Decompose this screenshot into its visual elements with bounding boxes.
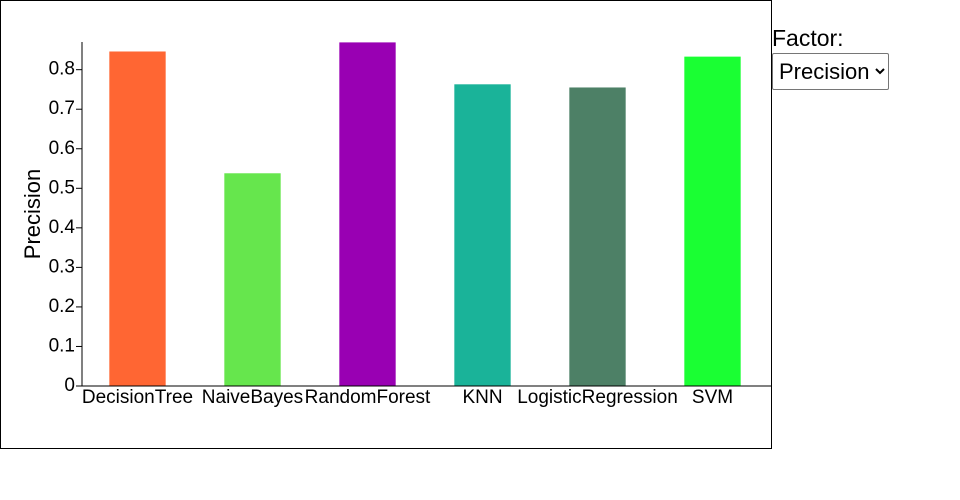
x-tick-label: NaiveBayes: [202, 387, 303, 408]
y-tick-label: 0.2: [49, 296, 75, 317]
x-tick-label: LogisticRegression: [517, 387, 678, 408]
y-tick-label: 0.4: [49, 217, 76, 238]
bar: [684, 56, 741, 387]
x-tick-label: KNN: [462, 387, 502, 408]
bar: [339, 42, 396, 387]
x-tick-label: RandomForest: [305, 387, 431, 408]
y-tick-label: 0.1: [49, 335, 75, 356]
bar: [454, 84, 511, 386]
x-tick-label: SVM: [692, 387, 733, 408]
factor-select[interactable]: Precision: [772, 53, 889, 90]
y-tick-label: 0.5: [49, 177, 75, 198]
y-axis-label: Precision: [20, 169, 45, 259]
y-tick-label: 0.8: [49, 59, 75, 80]
y-tick-label: 0.6: [49, 138, 75, 159]
bar: [224, 173, 281, 386]
y-tick-label: 0.7: [49, 98, 75, 119]
factor-label: Factor:: [772, 25, 844, 51]
y-tick-label: 0.3: [49, 256, 75, 277]
x-tick-label: DecisionTree: [82, 387, 193, 408]
y-tick-label: 0: [64, 375, 75, 396]
bar: [569, 87, 626, 387]
chart: Precision 0 0.1 0.2 0.3 0.4 0.5 0.6 0.7 0.8 Decis…: [0, 0, 772, 449]
bar: [109, 51, 166, 386]
controls: Factor: Precision: [772, 24, 889, 90]
